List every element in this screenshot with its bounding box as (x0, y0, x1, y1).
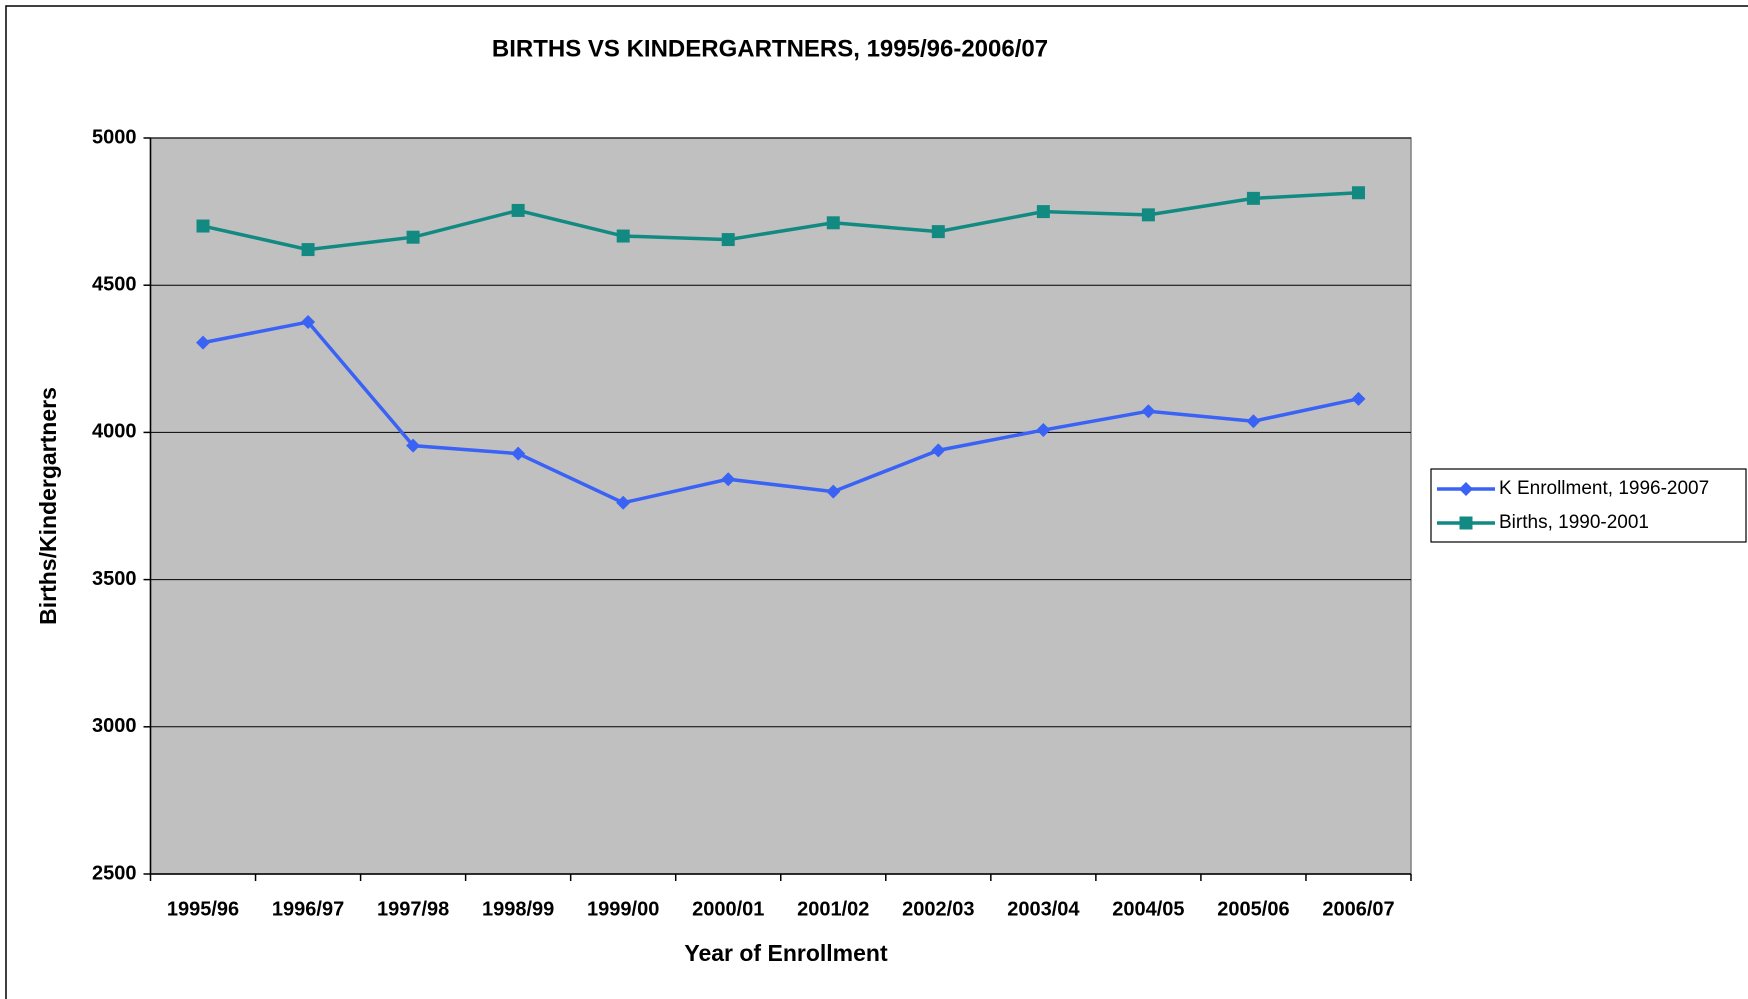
data-point (196, 219, 210, 233)
legend-label: Births, 1990-2001 (1499, 512, 1649, 533)
data-point (721, 233, 735, 247)
x-tick-label: 2000/01 (692, 898, 764, 920)
data-point (931, 443, 946, 458)
y-tick-label: 3500 (92, 568, 137, 590)
data-point (616, 495, 631, 510)
data-point (1036, 205, 1050, 219)
y-tick-label: 2500 (92, 862, 137, 884)
data-point (1141, 404, 1156, 419)
x-tick-label: 1999/00 (587, 898, 659, 920)
data-point (826, 484, 841, 499)
y-tick-label: 5000 (92, 126, 137, 148)
y-tick-label: 4000 (92, 421, 137, 443)
data-point (301, 243, 315, 257)
x-tick-label: 2005/06 (1217, 898, 1289, 920)
x-tick-label: 2001/02 (797, 898, 869, 920)
y-tick-label: 3000 (92, 715, 137, 737)
data-point (511, 446, 526, 461)
x-tick-label: 2006/07 (1322, 898, 1394, 920)
legend-box (1430, 468, 1747, 543)
y-tick-label: 4500 (92, 273, 137, 295)
y-axis-title: Births/Kindergartners (35, 387, 61, 625)
legend-marker (1459, 516, 1473, 530)
series-line (202, 320, 1359, 505)
x-tick-label: 2003/04 (1007, 898, 1080, 920)
data-point (1246, 191, 1260, 205)
legend-label: K Enrollment, 1996-2007 (1499, 478, 1709, 499)
x-tick-label: 2004/05 (1112, 898, 1184, 920)
data-point (1246, 414, 1261, 429)
data-point (1141, 208, 1155, 222)
x-tick-label: 1998/99 (482, 898, 554, 920)
data-point (616, 229, 630, 243)
x-axis-title: Year of Enrollment (684, 940, 888, 966)
data-point (511, 203, 525, 217)
chart-title: BIRTHS VS KINDERGARTNERS, 1995/96-2006/0… (492, 35, 1048, 62)
legend-marker (1459, 482, 1473, 496)
series-line (202, 191, 1359, 252)
data-point (1351, 391, 1366, 406)
data-point (1036, 423, 1051, 438)
x-tick-label: 2002/03 (902, 898, 974, 920)
data-point (406, 230, 420, 244)
data-point (1351, 186, 1365, 200)
data-point (196, 335, 211, 350)
data-point (826, 216, 840, 230)
x-tick-label: 1997/98 (377, 898, 449, 920)
x-tick-label: 1996/97 (272, 898, 344, 920)
x-tick-label: 1995/96 (167, 898, 239, 920)
data-point (721, 472, 736, 487)
data-point (931, 225, 945, 239)
data-point (301, 315, 316, 329)
plot-area (149, 137, 1412, 875)
data-point (406, 438, 421, 453)
